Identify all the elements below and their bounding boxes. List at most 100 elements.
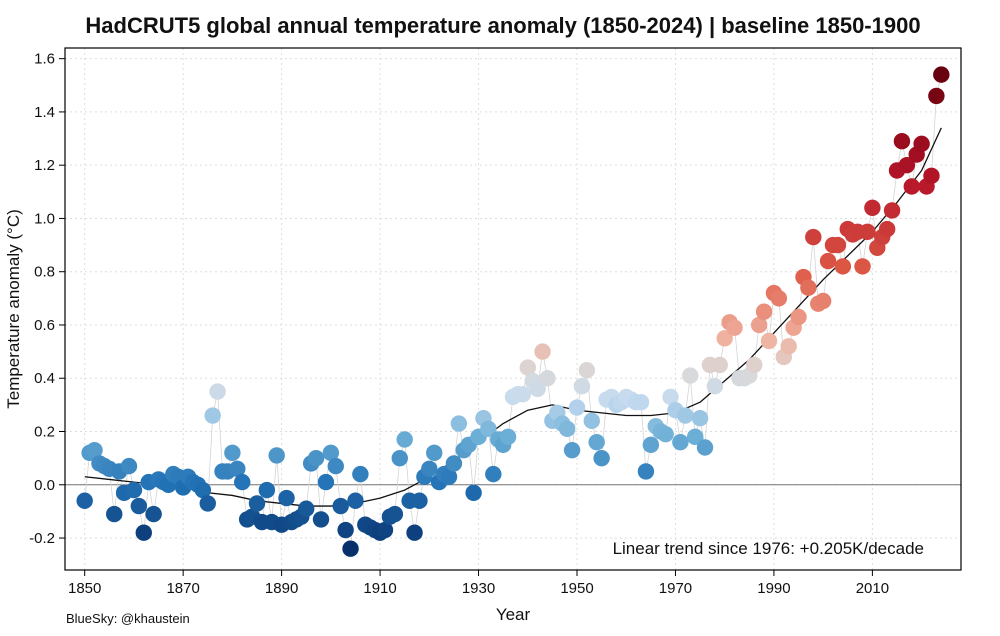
y-tick-label: 1.6 xyxy=(34,51,55,68)
data-point-1954 xyxy=(588,433,605,451)
data-point-1997 xyxy=(800,279,817,296)
data-point-1953 xyxy=(583,412,600,430)
y-tick-label: 0.0 xyxy=(34,477,55,494)
x-tick-label: 1930 xyxy=(462,580,495,597)
data-point-2010 xyxy=(864,199,881,216)
data-point-1859 xyxy=(120,457,138,475)
data-point-1949 xyxy=(563,441,581,459)
data-point-1920 xyxy=(421,460,438,477)
data-point-1852 xyxy=(86,441,103,459)
fit-curve-group xyxy=(84,127,942,507)
y-tick-label: 0.6 xyxy=(34,317,55,334)
data-point-1864 xyxy=(145,505,162,523)
y-tick-label: 0.4 xyxy=(34,370,55,387)
data-point-1965 xyxy=(642,436,660,454)
data-point-1901 xyxy=(327,457,344,475)
y-axis-label: Temperature anomaly (°C) xyxy=(4,209,23,409)
y-tick-label: 1.2 xyxy=(34,157,55,174)
data-point-1860 xyxy=(125,481,143,499)
data-point-1887 xyxy=(258,481,276,499)
connector-lines xyxy=(84,74,942,549)
connector-line xyxy=(84,74,942,549)
plot-frame xyxy=(64,47,962,571)
x-tick-label: 1890 xyxy=(265,580,298,597)
data-point-1862 xyxy=(135,524,152,541)
data-point-2016 xyxy=(893,133,911,150)
x-tick-label: 1910 xyxy=(363,580,396,597)
data-point-1856 xyxy=(106,505,123,523)
data-point-1917 xyxy=(406,524,423,541)
data-point-1974 xyxy=(686,428,704,446)
data-point-1980 xyxy=(716,330,733,347)
data-point-2003 xyxy=(829,236,847,254)
data-point-1995 xyxy=(790,308,807,326)
data-point-1885 xyxy=(248,495,266,512)
data-point-1876 xyxy=(204,407,221,424)
data-point-1881 xyxy=(229,460,246,477)
data-point-1968 xyxy=(657,425,674,443)
x-tick-label: 1950 xyxy=(560,580,593,597)
data-point-1932 xyxy=(480,420,497,438)
data-point-1918 xyxy=(411,492,428,509)
data-point-1973 xyxy=(682,367,699,384)
data-point-1979 xyxy=(711,356,728,374)
data-point-1940 xyxy=(519,359,536,376)
data-point-2018 xyxy=(903,178,920,195)
data-point-1991 xyxy=(770,290,788,307)
data-point-1899 xyxy=(317,473,335,491)
data-point-1978 xyxy=(706,378,724,395)
data-point-1939 xyxy=(514,386,532,403)
data-point-1986 xyxy=(746,356,763,374)
data-point-1915 xyxy=(396,431,413,448)
data-point-1982 xyxy=(726,319,743,336)
data-point-1921 xyxy=(426,444,443,462)
data-point-1875 xyxy=(199,495,216,512)
data-point-1952 xyxy=(578,362,596,379)
data-point-1950 xyxy=(568,399,586,416)
data-point-1889 xyxy=(268,447,285,464)
data-point-1926 xyxy=(450,415,468,432)
data-point-1850 xyxy=(76,492,93,509)
data-point-1998 xyxy=(805,228,822,246)
data-point-1911 xyxy=(376,521,394,539)
data-point-1904 xyxy=(342,540,359,557)
data-point-1972 xyxy=(677,407,694,424)
data-point-1925 xyxy=(445,455,463,472)
data-point-2008 xyxy=(854,258,871,275)
data-point-1891 xyxy=(278,489,295,507)
data-point-1906 xyxy=(352,465,369,483)
x-axis-label: Year xyxy=(496,605,531,624)
data-point-1963 xyxy=(632,394,650,411)
data-point-2001 xyxy=(819,252,837,270)
data-point-2023 xyxy=(928,87,945,105)
data-point-1924 xyxy=(440,468,458,485)
x-tick-label: 2010 xyxy=(856,580,889,597)
data-point-1902 xyxy=(332,497,349,515)
x-tick-label: 1870 xyxy=(166,580,199,597)
data-point-1943 xyxy=(534,343,551,360)
data-point-1987 xyxy=(750,316,768,334)
data-point-1880 xyxy=(224,444,241,462)
data-points xyxy=(76,66,950,557)
y-tick-label: 0.8 xyxy=(34,264,55,281)
y-tick-label: 1.4 xyxy=(34,104,55,121)
data-point-1877 xyxy=(209,383,226,400)
y-tick-label: 1.0 xyxy=(34,210,55,227)
x-tick-label: 1990 xyxy=(757,580,790,597)
x-tick-label: 1850 xyxy=(68,580,101,597)
data-point-1975 xyxy=(691,409,709,427)
data-point-1989 xyxy=(760,332,778,350)
y-axis-ticks: -0.2 0.0 0.2 0.4 0.6 0.8 1.0 1.2 1.4 1.6 xyxy=(29,51,65,547)
chart-title: HadCRUT5 global annual temperature anoma… xyxy=(85,13,920,38)
data-point-2022 xyxy=(923,167,940,185)
data-point-1874 xyxy=(194,481,212,499)
data-point-2004 xyxy=(834,258,852,275)
data-point-1914 xyxy=(391,449,408,467)
x-axis-ticks: 1850 1870 1890 1910 1930 1950 1970 1990 2010 xyxy=(68,570,889,597)
data-point-1942 xyxy=(529,380,546,398)
data-point-1976 xyxy=(696,439,714,456)
data-point-1933 xyxy=(485,465,502,483)
data-point-1955 xyxy=(593,449,610,467)
data-point-1971 xyxy=(672,433,689,451)
